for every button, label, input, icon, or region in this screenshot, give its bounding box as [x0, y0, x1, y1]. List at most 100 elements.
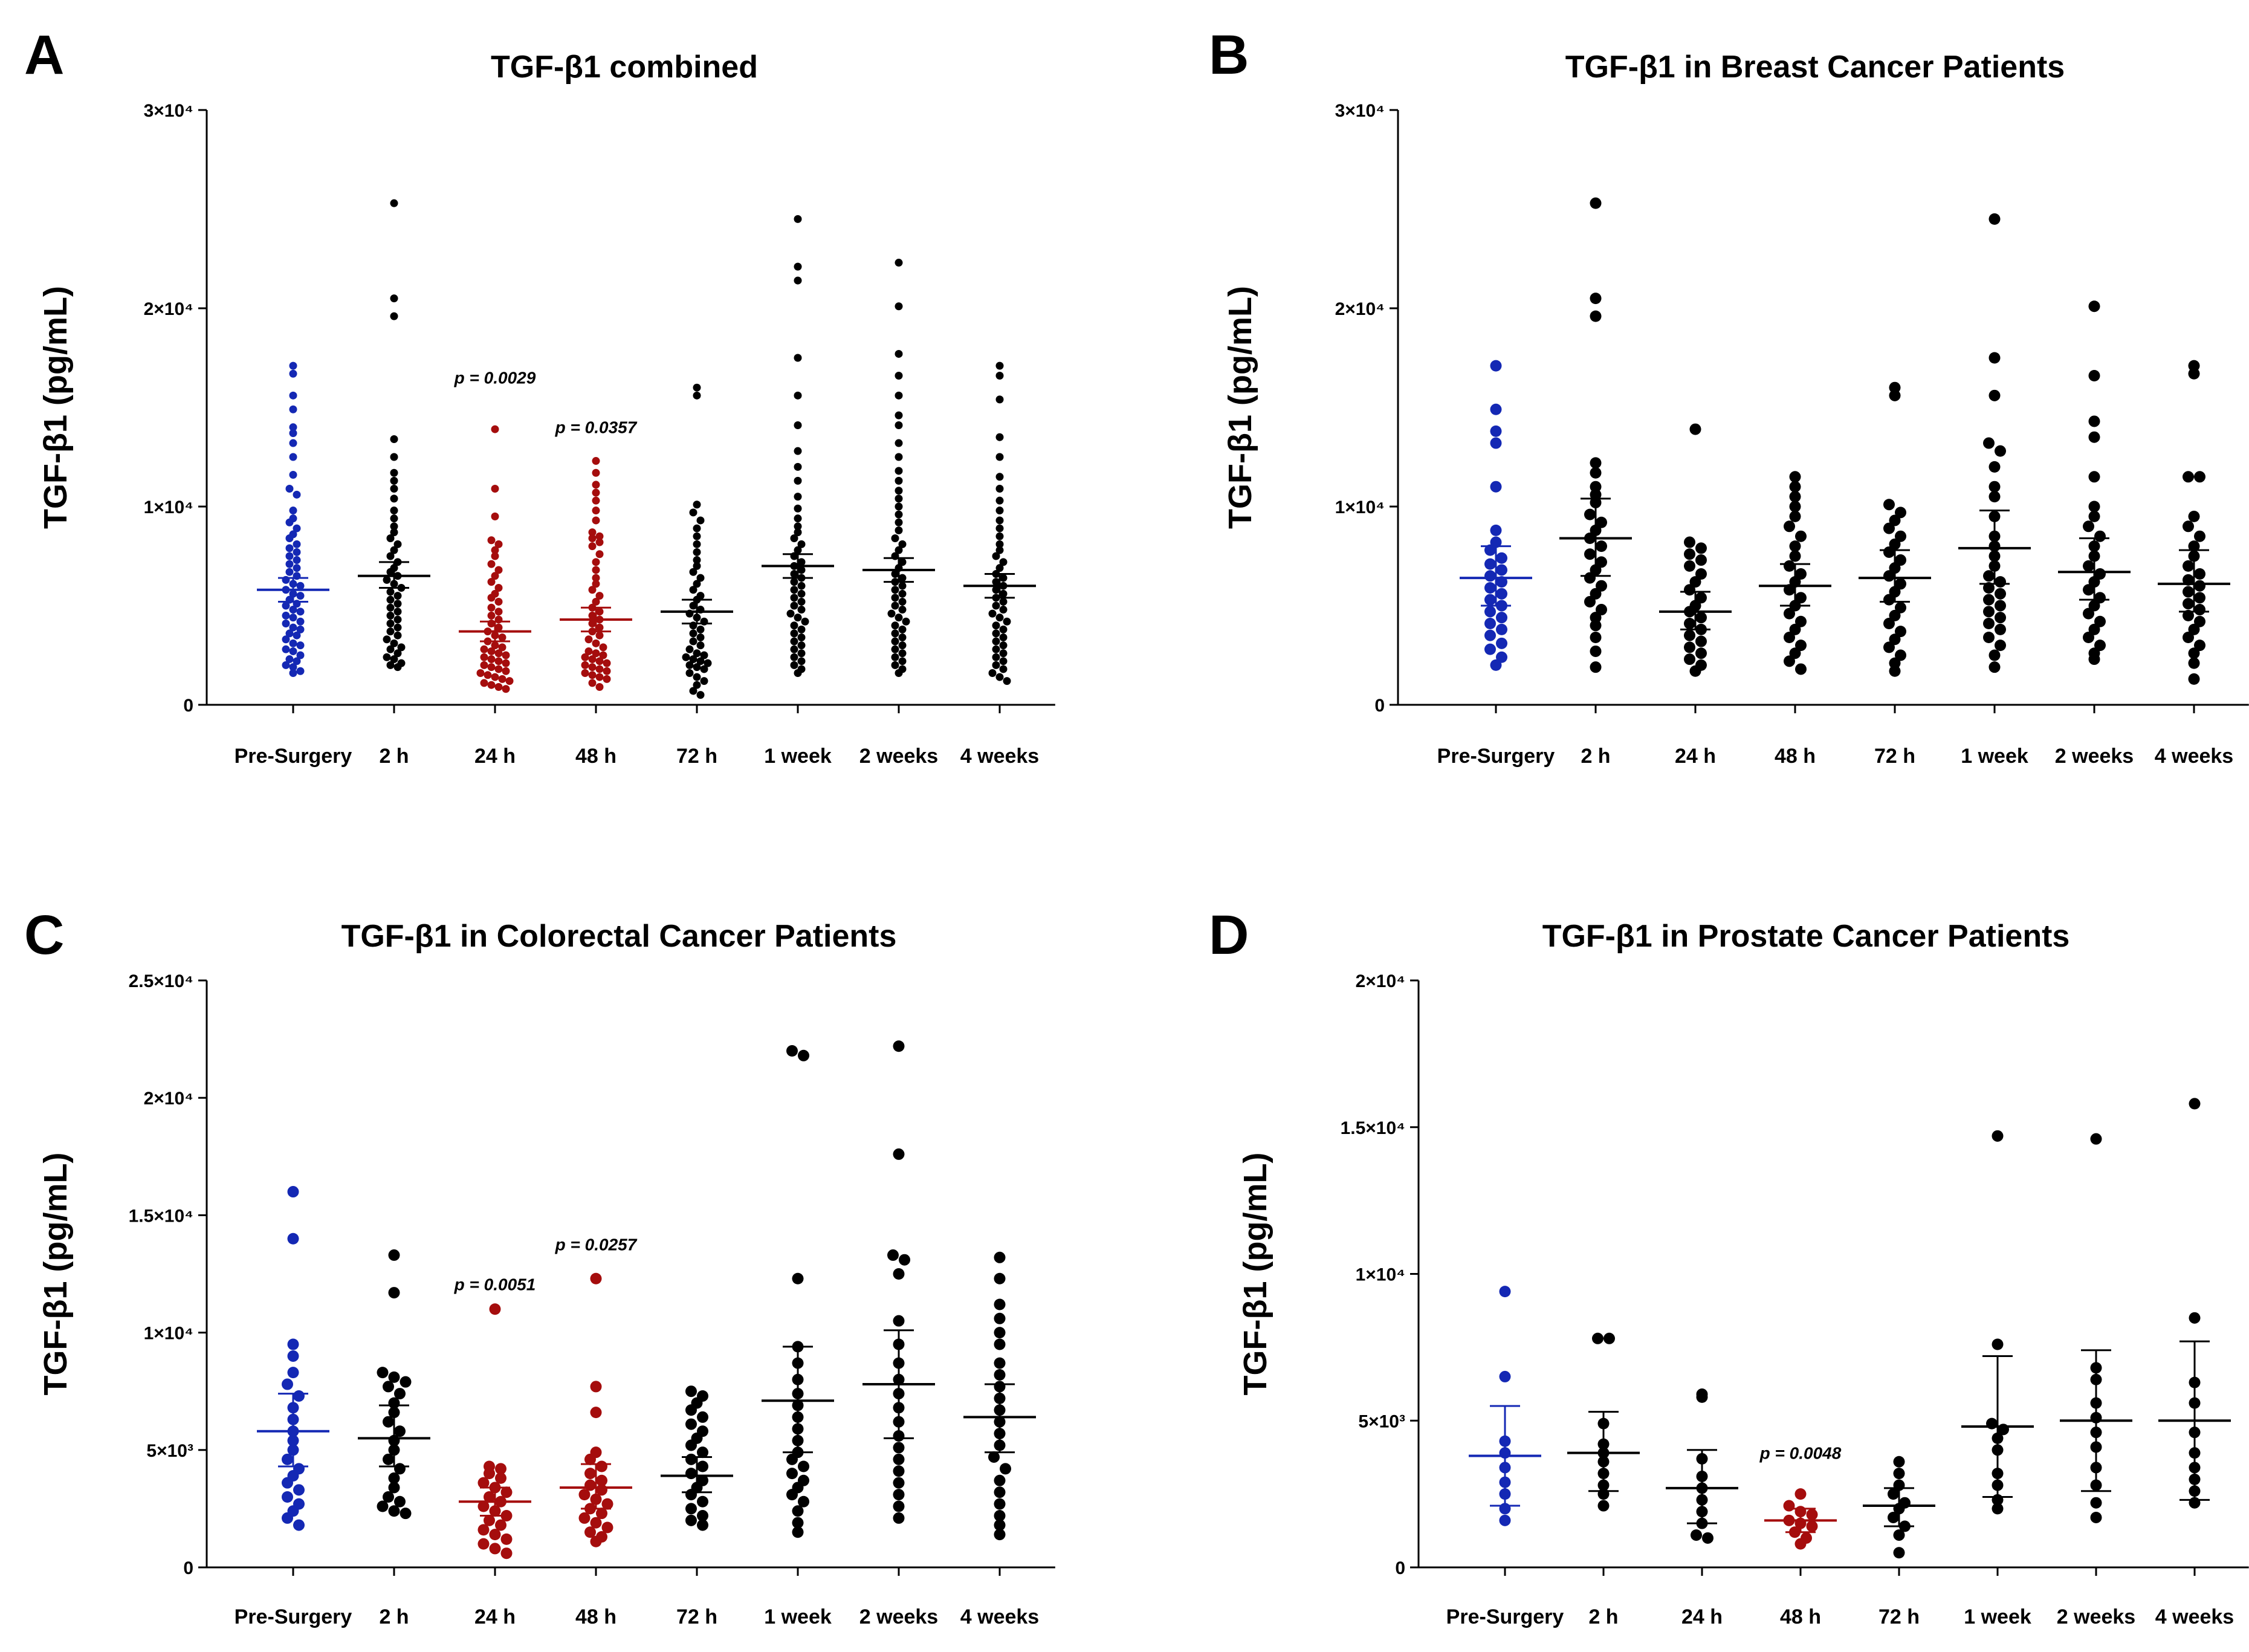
y-tick-label: 0: [183, 696, 193, 716]
data-point: [1889, 381, 1901, 394]
data-point: [296, 607, 305, 616]
data-point: [494, 566, 503, 574]
data-point: [893, 1500, 905, 1512]
data-point: [798, 1460, 809, 1472]
data-point: [797, 558, 806, 566]
x-tick-label: 4 weeks: [2155, 745, 2233, 768]
data-point: [790, 621, 798, 630]
data-point: [1490, 425, 1502, 437]
data-point: [477, 1477, 490, 1489]
data-point: [494, 682, 503, 691]
data-point: [595, 550, 604, 559]
p-value-annotation: p = 0.0257: [555, 1236, 638, 1254]
data-point: [601, 1521, 613, 1534]
data-point: [1590, 661, 1602, 673]
data-point: [794, 354, 802, 362]
data-point: [386, 611, 395, 620]
data-point: [693, 673, 701, 681]
data-point: [480, 661, 488, 669]
data-point: [2188, 657, 2200, 669]
data-point: [282, 661, 290, 669]
data-point: [285, 534, 294, 542]
data-point: [794, 215, 802, 223]
data-point: [1806, 1520, 1818, 1532]
y-tick-label: 0: [1395, 1558, 1405, 1578]
data-point: [2088, 370, 2100, 382]
data-point: [293, 490, 301, 499]
data-point: [1584, 508, 1596, 520]
data-point: [388, 1482, 400, 1494]
data-point: [498, 643, 506, 652]
data-point: [992, 661, 1000, 669]
x-tick-label: 24 h: [1681, 1605, 1723, 1628]
data-point: [1597, 1500, 1610, 1512]
data-point: [480, 679, 488, 687]
data-point: [898, 597, 907, 606]
y-axis-label: TGF-β1 (pg/mL): [37, 1153, 74, 1396]
data-point: [1784, 655, 1795, 667]
data-point: [1789, 647, 1801, 659]
data-point: [1895, 601, 1906, 614]
data-point: [487, 647, 496, 655]
data-point: [595, 657, 604, 666]
data-point: [685, 669, 694, 678]
data-point: [902, 617, 910, 626]
data-point: [489, 1529, 501, 1541]
data-point: [584, 1526, 596, 1538]
x-tick-label: 2 h: [379, 745, 409, 768]
data-point: [895, 526, 903, 534]
x-tick-label: 48 h: [575, 1605, 616, 1628]
data-point: [786, 1489, 798, 1501]
data-point: [1989, 481, 2001, 493]
data-point: [700, 651, 708, 659]
data-point: [794, 447, 802, 455]
data-point: [383, 1381, 394, 1393]
data-point: [491, 484, 499, 493]
data-point: [588, 663, 597, 672]
data-point: [1590, 197, 1602, 209]
data-point: [1895, 578, 1906, 590]
data-point: [1499, 1370, 1511, 1382]
data-point: [484, 1491, 495, 1503]
x-tick-label: 2 h: [1581, 745, 1610, 768]
data-point: [792, 1517, 804, 1529]
data-point: [388, 1371, 400, 1383]
data-point: [588, 671, 597, 679]
data-point: [893, 1315, 905, 1327]
data-point: [1584, 548, 1596, 560]
data-point: [794, 669, 802, 678]
data-point: [685, 1453, 697, 1465]
data-point: [581, 661, 589, 669]
data-point: [794, 391, 802, 400]
data-point: [1695, 635, 1707, 647]
data-point: [801, 617, 809, 626]
data-point: [285, 568, 294, 576]
data-point: [689, 586, 697, 594]
x-tick-label: 1 week: [764, 1605, 832, 1628]
data-point: [797, 566, 806, 574]
x-tick-label: Pre-Surgery: [1446, 1605, 1564, 1628]
data-point: [1695, 542, 1707, 554]
data-point: [797, 540, 806, 548]
data-point: [1496, 552, 1507, 564]
data-point: [693, 649, 701, 658]
data-point: [992, 637, 1000, 646]
data-point: [390, 528, 398, 537]
data-point: [1789, 540, 1801, 552]
data-point: [1893, 1468, 1905, 1480]
data-point: [393, 663, 402, 672]
data-point: [390, 507, 398, 515]
data-point: [1590, 467, 1602, 479]
data-point: [898, 657, 907, 666]
data-point: [697, 1510, 708, 1522]
data-point: [794, 528, 802, 537]
data-point: [282, 611, 290, 620]
data-point: [1684, 629, 1695, 641]
data-point: [289, 471, 297, 479]
data-point: [895, 502, 903, 511]
data-point: [296, 592, 305, 600]
data-point: [895, 518, 903, 526]
data-point: [1484, 643, 1496, 655]
data-point: [397, 643, 406, 652]
data-point: [393, 600, 402, 608]
